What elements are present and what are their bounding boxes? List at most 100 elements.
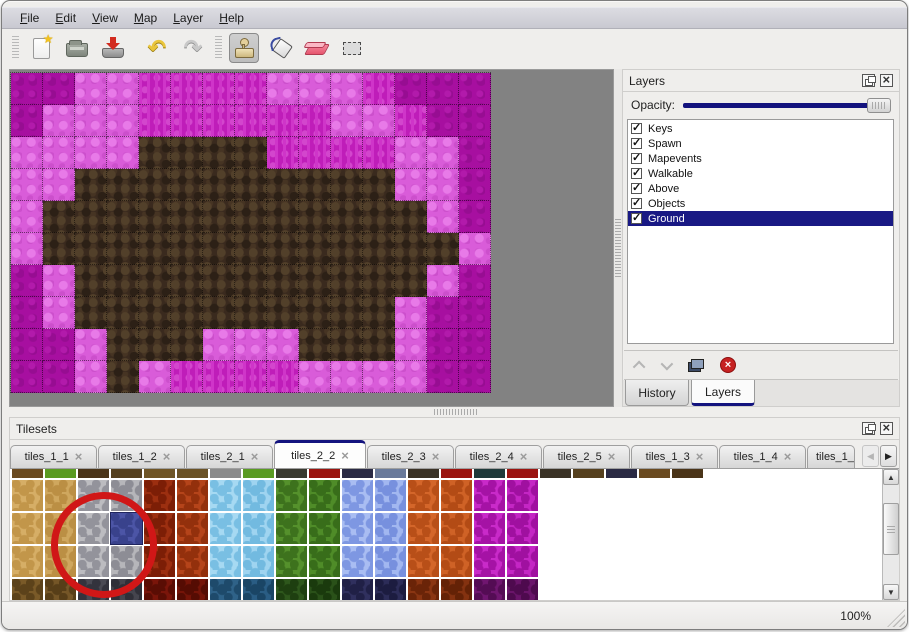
tab-close-icon[interactable]: × <box>250 449 259 464</box>
map-tile[interactable] <box>235 265 267 297</box>
scrollbar-track[interactable] <box>883 485 899 584</box>
map-tile[interactable] <box>107 201 139 233</box>
tileset-tab-tiles_2_2[interactable]: tiles_2_2 × <box>274 440 366 468</box>
move-layer-down-icon[interactable] <box>660 357 674 370</box>
map-tile[interactable] <box>235 137 267 169</box>
delete-layer-icon[interactable]: × <box>720 357 736 373</box>
map-tile[interactable] <box>11 265 43 297</box>
map-tile[interactable] <box>75 233 107 265</box>
tab-close-icon[interactable]: × <box>74 449 83 464</box>
layer-row-above[interactable]: ✓ Above <box>628 181 893 196</box>
tileset-tile-sliver[interactable] <box>12 469 43 478</box>
fill-tool-button[interactable] <box>265 33 295 63</box>
map-tile[interactable] <box>459 361 491 393</box>
tileset-tile[interactable] <box>342 546 373 577</box>
map-tile[interactable] <box>203 233 235 265</box>
tileset-tile-sliver[interactable] <box>507 469 538 478</box>
map-tile[interactable] <box>235 105 267 137</box>
map-tile[interactable] <box>363 169 395 201</box>
map-tile[interactable] <box>11 73 43 105</box>
map-tile[interactable] <box>75 265 107 297</box>
map-tile[interactable] <box>235 233 267 265</box>
map-tile[interactable] <box>43 361 75 393</box>
map-tile[interactable] <box>139 73 171 105</box>
tab-close-icon[interactable]: × <box>783 449 792 464</box>
map-tile[interactable] <box>11 361 43 393</box>
map-tile[interactable] <box>331 105 363 137</box>
tileset-tile-sliver[interactable] <box>276 469 307 478</box>
tab-close-icon[interactable]: × <box>431 449 440 464</box>
map-tile[interactable] <box>43 73 75 105</box>
map-tile[interactable] <box>139 233 171 265</box>
tileset-tile[interactable] <box>309 513 340 544</box>
map-tile[interactable] <box>427 297 459 329</box>
tileset-tile-sliver[interactable] <box>342 469 373 478</box>
tileset-tile[interactable] <box>243 480 274 511</box>
map-tile[interactable] <box>267 265 299 297</box>
map-tile[interactable] <box>363 233 395 265</box>
tileset-tab-tiles_1_[interactable]: tiles_1_ <box>807 445 855 468</box>
map-tile[interactable] <box>427 201 459 233</box>
map-tile[interactable] <box>43 329 75 361</box>
scrollbar-thumb[interactable] <box>883 503 899 555</box>
map-tile[interactable] <box>107 361 139 393</box>
map-tile[interactable] <box>363 361 395 393</box>
horizontal-splitter[interactable] <box>2 407 907 417</box>
tileset-tab-tiles_2_4[interactable]: tiles_2_4 × <box>455 445 542 468</box>
map-tile[interactable] <box>75 137 107 169</box>
menu-help[interactable]: Help <box>219 11 244 25</box>
map-tile[interactable] <box>331 169 363 201</box>
map-tile[interactable] <box>267 329 299 361</box>
tab-close-icon[interactable]: × <box>695 449 704 464</box>
map-tile[interactable] <box>171 297 203 329</box>
select-tool-button[interactable] <box>337 33 367 63</box>
map-tile[interactable] <box>331 265 363 297</box>
scroll-tabs-right-button[interactable]: ▶ <box>880 445 897 467</box>
tileset-tile[interactable] <box>243 513 274 544</box>
new-file-button[interactable] <box>26 32 56 63</box>
map-tile[interactable] <box>363 329 395 361</box>
map-tile[interactable] <box>107 105 139 137</box>
tileset-tab-tiles_2_3[interactable]: tiles_2_3 × <box>367 445 454 468</box>
menu-layer[interactable]: Layer <box>173 11 204 25</box>
tileset-tile[interactable] <box>177 546 208 577</box>
map-tile[interactable] <box>459 233 491 265</box>
map-tile[interactable] <box>11 105 43 137</box>
map-tile[interactable] <box>363 105 395 137</box>
map-tile[interactable] <box>139 169 171 201</box>
map-tile[interactable] <box>203 265 235 297</box>
map-tile[interactable] <box>395 265 427 297</box>
map-tile[interactable] <box>427 265 459 297</box>
map-tile[interactable] <box>107 329 139 361</box>
map-tile[interactable] <box>331 361 363 393</box>
tileset-tile[interactable] <box>243 546 274 577</box>
tileset-tile[interactable] <box>276 480 307 511</box>
tileset-tile-sliver[interactable] <box>672 469 703 478</box>
tileset-tab-tiles_1_3[interactable]: tiles_1_3 × <box>631 445 718 468</box>
tileset-tile-sliver[interactable] <box>375 469 406 478</box>
tileset-tile[interactable] <box>507 579 538 600</box>
opacity-slider-handle[interactable] <box>867 98 891 113</box>
map-tile[interactable] <box>459 329 491 361</box>
tileset-tile[interactable] <box>210 546 241 577</box>
tileset-tile[interactable] <box>210 513 241 544</box>
close-icon[interactable] <box>880 72 893 87</box>
map-tile[interactable] <box>139 329 171 361</box>
tileset-tile[interactable] <box>474 480 505 511</box>
tileset-scrollbar[interactable]: ▲ ▼ <box>882 469 899 600</box>
map-tile[interactable] <box>171 201 203 233</box>
eraser-tool-button[interactable] <box>301 33 331 63</box>
tab-layers[interactable]: Layers <box>691 380 755 406</box>
map-tile[interactable] <box>11 297 43 329</box>
map-tile[interactable] <box>139 137 171 169</box>
map-tile[interactable] <box>395 297 427 329</box>
map-tile[interactable] <box>139 201 171 233</box>
layer-row-ground[interactable]: ✓ Ground <box>628 211 893 226</box>
map-tile[interactable] <box>43 137 75 169</box>
map-tile[interactable] <box>395 169 427 201</box>
map-tile[interactable] <box>235 297 267 329</box>
tileset-tile-sliver[interactable] <box>309 469 340 478</box>
tileset-tile[interactable] <box>276 579 307 600</box>
tileset-tile-sliver[interactable] <box>441 469 472 478</box>
map-tile[interactable] <box>395 137 427 169</box>
